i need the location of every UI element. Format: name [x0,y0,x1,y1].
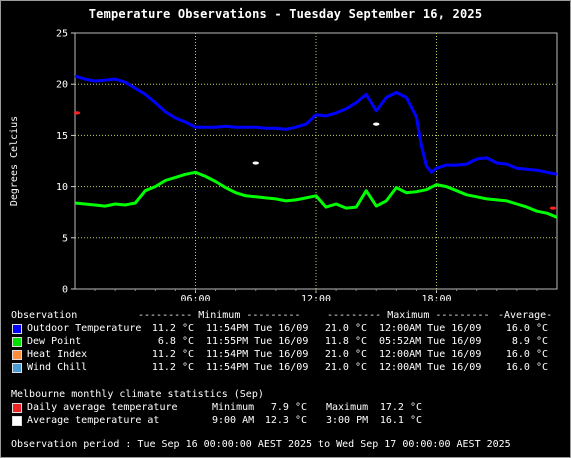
plot-frame [74,32,558,290]
climate-col4: 16.1 °C [379,415,422,426]
climate-col3: 3:00 PM [326,415,369,426]
chart-title: Temperature Observations - Tuesday Septe… [88,7,483,21]
legend-name: Dew Point [27,336,82,347]
legend-max-time: 05:52AM Tue 16/09 [379,336,482,347]
marker-average-temperature-at [252,161,259,165]
legend-name: Outdoor Temperature [27,323,142,334]
legend-swatch [12,337,22,347]
legend-swatch [12,350,22,360]
marker-average-temperature-at [373,122,380,126]
series-dew-point [74,170,558,219]
legend-min-time: 11:54PM Tue 16/09 [206,362,309,373]
x-tick-label: 06:00 [180,294,210,301]
climate-col1: Minimum [212,402,255,413]
legend-max: 21.0 °C [324,362,367,373]
legend-header-minimum: --------- Minimum --------- [138,310,301,321]
legend-min: 11.2 °C [151,349,194,360]
climate-col4: 17.2 °C [379,402,422,413]
observation-period: Observation period : Tue Sep 16 00:00:00… [11,439,511,450]
legend-max: 21.0 °C [324,349,367,360]
legend-max-time: 12:00AM Tue 16/09 [379,362,482,373]
y-tick-label: 15 [56,131,68,142]
legend-min-time: 11:54PM Tue 16/09 [206,323,309,334]
x-tick-label: 18:00 [421,294,451,301]
y-tick-label: 10 [56,182,68,193]
legend-avg: 16.0 °C [505,323,548,334]
y-tick-label: 20 [56,80,68,91]
legend-max: 21.0 °C [324,323,367,334]
climate-swatch [12,416,22,426]
climate-col2: 7.9 °C [270,402,307,413]
climate-col3: Maximum [326,402,369,413]
legend-max-time: 12:00AM Tue 16/09 [379,323,482,334]
marker-daily-average-temperature [73,111,81,115]
legend-swatch [12,324,22,334]
legend-swatch [12,363,22,373]
y-tick-label: 0 [62,285,68,296]
y-tick-label: 5 [62,233,68,244]
x-tick-label: 12:00 [301,294,331,301]
legend-avg: 8.9 °C [511,336,548,347]
series-outdoor-temperature [74,74,558,176]
legend-min-time: 11:54PM Tue 16/09 [206,349,309,360]
climate-header: Melbourne monthly climate statistics (Se… [11,389,264,400]
legend-min: 11.2 °C [151,362,194,373]
climate-swatch [12,403,22,413]
climate-name: Daily average temperature [27,402,178,413]
temperature-chart: 0 5 10 15 20 25 06:00 12:00 18:00 Degrees Celcius [9,29,558,301]
legend-min: 11.2 °C [151,323,194,334]
legend-max-time: 12:00AM Tue 16/09 [379,349,482,360]
legend-header-observation: Observation [11,310,78,321]
legend-max: 11.8 °C [324,336,367,347]
climate-col2: 12.3 °C [264,415,307,426]
legend-name: Heat Index [27,349,88,360]
y-tick-label: 25 [56,29,68,40]
legend-avg: 16.0 °C [505,362,548,373]
legend-avg: 16.0 °C [505,349,548,360]
legend-min: 6.8 °C [157,336,194,347]
climate-name: Average temperature at [27,415,160,426]
legend-header-maximum: --------- Maximum --------- [327,310,490,321]
legend-name: Wind Chill [27,362,88,373]
legend-min-time: 11:55PM Tue 16/09 [206,336,309,347]
legend-header-average: -Average- [498,310,553,321]
marker-daily-average-temperature [549,206,557,210]
climate-col1: 9:00 AM [212,415,255,426]
y-axis-label: Degrees Celcius [9,116,20,206]
